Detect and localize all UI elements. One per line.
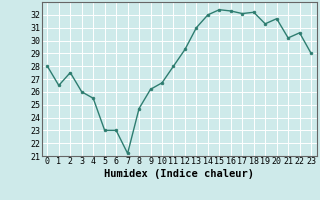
X-axis label: Humidex (Indice chaleur): Humidex (Indice chaleur) [104,169,254,179]
